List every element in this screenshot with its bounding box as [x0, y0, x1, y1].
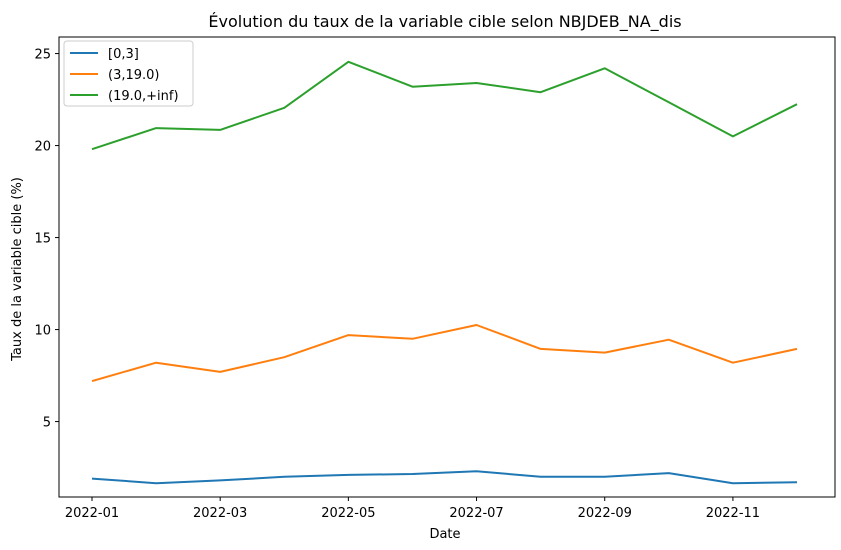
x-tick-label: 2022-05 [321, 506, 375, 521]
y-axis: 5 10 15 20 25 [34, 48, 59, 431]
y-axis-label: Taux de la variable cible (%) [10, 177, 25, 362]
x-axis-label: Date [429, 527, 460, 542]
series-line [91, 60, 798, 151]
x-tick-label: 2022-01 [65, 506, 119, 521]
x-tick-label: 2022-03 [193, 506, 247, 521]
plot-area [58, 36, 836, 498]
legend-label: (3,19.0) [108, 68, 160, 83]
series-line [91, 470, 798, 485]
y-tick-label: 15 [34, 232, 51, 247]
y-tick-label: 10 [34, 324, 51, 339]
x-tick-label: 2022-07 [449, 506, 503, 521]
x-tick-label: 2022-09 [578, 506, 632, 521]
chart-title: Évolution du taux de la variable cible s… [208, 12, 681, 32]
series-line [91, 324, 798, 383]
y-tick-label: 5 [43, 416, 51, 431]
legend-box [63, 40, 194, 107]
y-tick-label: 20 [34, 140, 51, 155]
legend-label: (19.0,+inf) [108, 89, 179, 104]
x-tick-label: 2022-11 [706, 506, 760, 521]
legend-label: [0,3] [108, 47, 139, 62]
y-tick-label: 25 [34, 48, 51, 63]
x-axis: 2022-01 2022-03 2022-05 2022-07 2022-09 2022-… [65, 497, 760, 521]
series-lines [91, 60, 798, 485]
legend: [0,3] (3,19.0) (19.0,+inf) [63, 40, 194, 107]
